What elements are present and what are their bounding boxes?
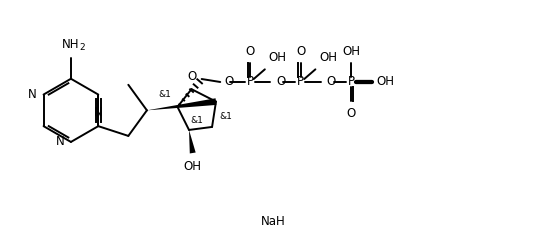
Text: O: O — [327, 76, 336, 88]
Text: O: O — [296, 45, 305, 58]
Text: NH: NH — [62, 38, 80, 51]
Text: O: O — [276, 76, 285, 88]
Polygon shape — [189, 130, 196, 154]
Text: N: N — [94, 106, 103, 120]
Text: 2: 2 — [79, 43, 85, 52]
Text: &1: &1 — [191, 116, 203, 125]
Text: OH: OH — [342, 45, 360, 58]
Text: OH: OH — [376, 76, 394, 88]
Text: &1: &1 — [158, 90, 171, 99]
Text: OH: OH — [269, 51, 287, 64]
Text: NaH: NaH — [261, 215, 286, 228]
Text: OH: OH — [184, 160, 202, 173]
Text: &1: &1 — [219, 112, 232, 121]
Text: O: O — [225, 75, 234, 88]
Text: P: P — [347, 76, 354, 88]
Text: O: O — [246, 45, 254, 58]
Text: O: O — [187, 70, 196, 83]
Text: P: P — [247, 76, 253, 88]
Text: N: N — [28, 88, 37, 101]
Text: O: O — [346, 106, 356, 120]
Text: OH: OH — [319, 51, 337, 64]
Text: P: P — [297, 76, 304, 88]
Polygon shape — [147, 98, 217, 110]
Text: N: N — [55, 135, 64, 148]
